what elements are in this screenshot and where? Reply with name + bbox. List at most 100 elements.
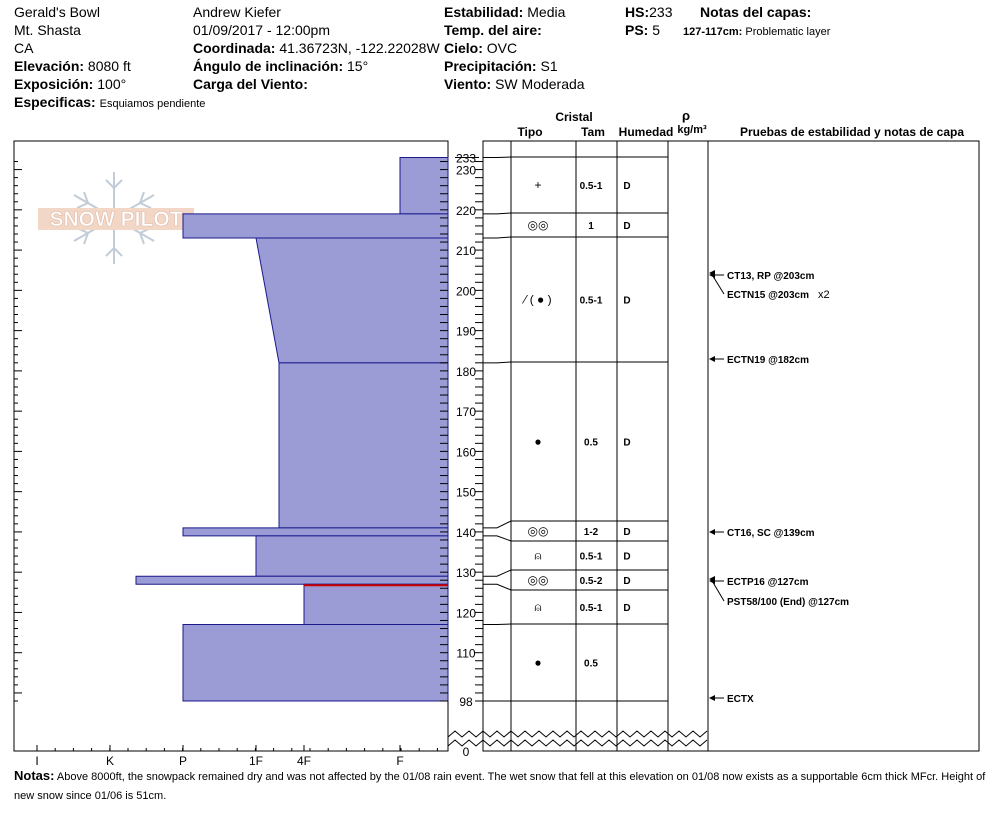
location-name: Gerald's Bowl: [14, 4, 100, 20]
layer-notes-label: Notas del capas:: [700, 4, 812, 20]
grain-type-symbol: ⍝: [534, 600, 541, 614]
stability-row: Estabilidad: Media: [444, 3, 565, 21]
aspect-row: Exposición: 100°: [14, 75, 126, 93]
depth-tick-label: 190: [456, 325, 476, 339]
specifics-row: Especificas: Esquiamos pendiente: [14, 93, 205, 113]
hardness-tick-label: 1F: [249, 754, 263, 765]
grain-size-cell: 0.5-1: [580, 603, 603, 614]
precip-label: Precipitación:: [444, 58, 537, 74]
stability-test-label: CT16, SC @139cm: [727, 528, 815, 539]
layer-shape: [303, 583, 449, 626]
depth-tick-label: 230: [456, 164, 476, 178]
stability-test-label: CT13, RP @203cm: [727, 271, 814, 282]
test-arrow-head: [709, 576, 715, 582]
layer-note-row: 127-117cm: Problematic layer: [683, 23, 830, 41]
depth-tick-label: 110: [456, 647, 475, 661]
layer-boundary-line: [483, 569, 668, 577]
layer-shape: [278, 362, 449, 529]
elevation-row: Elevación: 8080 ft: [14, 57, 131, 75]
grain-type-symbol: ●: [534, 656, 541, 670]
elevation-value: 8080 ft: [87, 58, 131, 74]
moisture-cell: D: [623, 576, 630, 587]
sky-label: Cielo:: [444, 40, 483, 56]
depth-tick-label: 200: [456, 284, 476, 298]
col-cristal: Cristal: [555, 110, 592, 124]
depth-tick-label: 0: [463, 745, 470, 759]
col-tipo: Tipo: [517, 125, 542, 139]
depth-break-line: [447, 730, 708, 738]
layer-boundary-line: [483, 623, 668, 626]
wind-value: SW Moderada: [495, 76, 585, 92]
air-temp-row: Temp. del aire:: [444, 21, 542, 39]
specifics-value: Esquiamos pendiente: [99, 98, 206, 110]
depth-tick-label: 130: [456, 566, 476, 580]
hardness-tick-label: K: [106, 754, 114, 765]
moisture-cell: D: [623, 438, 630, 449]
depth-tick-label: 120: [456, 606, 476, 620]
stability-test-label: ECTP16 @127cm: [727, 577, 809, 588]
coordinate-row: Coordinada: 41.36723N, -122.22028W: [193, 39, 440, 57]
col-tam: Tam: [581, 125, 605, 139]
wind-row: Viento: SW Moderada: [444, 75, 585, 93]
layer-boundary-line: [483, 156, 668, 158]
layer-shape: [135, 575, 449, 585]
grain-size-cell: 0.5: [584, 659, 598, 670]
wind-label: Viento:: [444, 76, 492, 92]
layer-shape: [255, 535, 449, 577]
stability-label: Estabilidad:: [444, 4, 524, 20]
stability-test-label: ECTN15 @203cm: [727, 290, 809, 301]
hardness-tick-label: F: [396, 754, 403, 765]
precip-row: Precipitación: S1: [444, 57, 558, 75]
moisture-cell: D: [623, 296, 630, 307]
grain-type-symbol: ◎◎: [528, 573, 549, 587]
depth-tick-label: 210: [456, 244, 476, 258]
grain-type-symbol: ◎◎: [528, 218, 549, 232]
stability-test-count: x2: [818, 289, 830, 301]
incline-row: Ángulo de inclinación: 15°: [193, 57, 368, 75]
mountain-name: Mt. Shasta: [14, 22, 81, 38]
col-humedad: Humedad: [619, 125, 674, 139]
snowpilot-logo: SNOW PILOT: [38, 172, 194, 264]
layer-boundary-line: [483, 236, 668, 239]
layer-shape: [255, 237, 449, 364]
layer-note-text: Problematic layer: [745, 26, 831, 38]
specifics-label: Especificas:: [14, 94, 96, 110]
depth-tick-label: 170: [456, 405, 476, 419]
layer-shape: [182, 527, 449, 537]
ps-row: PS: 5: [625, 21, 660, 39]
depth-tick-label: 220: [456, 204, 476, 218]
col-density-unit: kg/m³: [677, 124, 707, 136]
moisture-cell: D: [623, 221, 630, 232]
depth-tick-label: 140: [456, 526, 476, 540]
grain-size-cell: 0.5-1: [580, 296, 603, 307]
layer-shape: [182, 213, 449, 239]
col-tests: Pruebas de estabilidad y notas de capa: [740, 125, 964, 139]
logo-banner: [38, 208, 194, 230]
grain-size-cell: 0.5-1: [580, 181, 603, 192]
layer-boundary-line: [483, 361, 668, 364]
layer-note-depth: 127-117cm:: [683, 26, 743, 38]
notes-section: Notas: Above 8000ft, the snowpack remain…: [14, 766, 986, 806]
notes-label: Notas:: [14, 768, 55, 783]
coordinate-value: 41.36723N, -122.22028W: [279, 40, 440, 56]
layer-boundary-line: [483, 583, 668, 591]
ps-label: PS:: [625, 22, 649, 38]
grain-type-symbol: ●: [534, 435, 541, 449]
elevation-label: Elevación:: [14, 58, 85, 74]
grain-size-cell: 1: [588, 221, 594, 232]
state-name: CA: [14, 40, 34, 56]
observer-name: Andrew Kiefer: [193, 4, 281, 20]
moisture-cell: D: [623, 603, 630, 614]
stability-test-label: PST58/100 (End) @127cm: [727, 597, 849, 608]
test-arrow-line: [710, 578, 725, 602]
hs-value: 233: [649, 4, 673, 20]
observation-datetime: 01/09/2017 - 12:00pm: [193, 22, 330, 38]
depth-tick-label: 160: [456, 445, 476, 459]
coordinate-label: Coordinada:: [193, 40, 276, 56]
incline-value: 15°: [347, 58, 369, 74]
wind-load-row: Carga del Viento:: [193, 75, 308, 93]
depth-tick-label: 233: [456, 152, 476, 166]
stability-value: Media: [527, 4, 566, 20]
incline-label: Ángulo de inclinación:: [193, 58, 344, 74]
